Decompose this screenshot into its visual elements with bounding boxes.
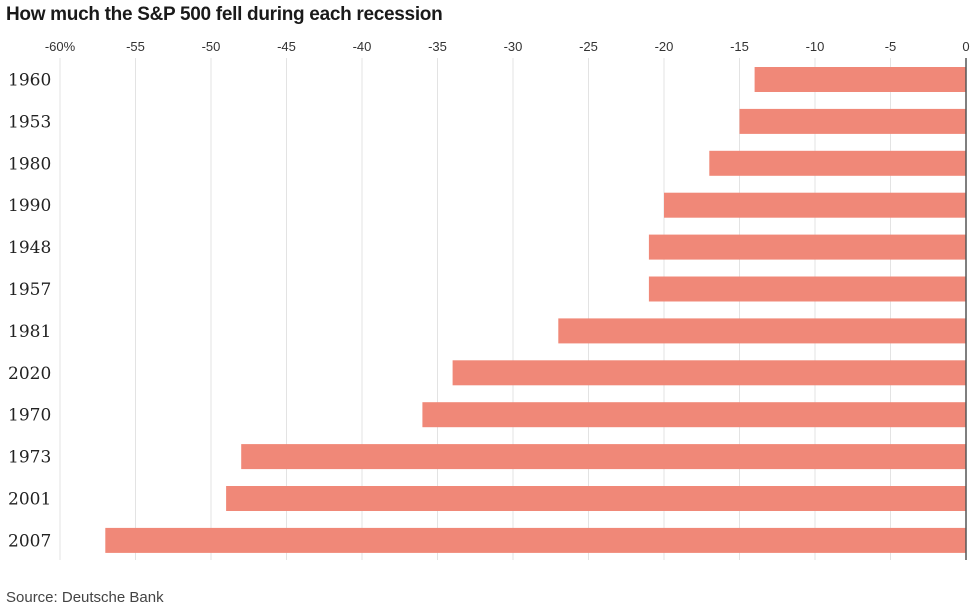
- category-labels: 1960 1953 1980 1990 1948 1957 1981 2020 1970 1973…: [8, 71, 51, 552]
- x-tick-labels: -60% -55 -50 -45 -40 -35 -30 -25 -20 -15 -10 -5 0: [45, 39, 970, 54]
- x-tick-label: -5: [885, 39, 897, 54]
- x-tick-label: -25: [579, 39, 598, 54]
- category-label: 2001: [8, 490, 51, 510]
- bar-1981: [558, 318, 966, 344]
- x-tick-label: -55: [126, 39, 145, 54]
- category-label: 1957: [8, 280, 51, 300]
- category-label: 1981: [8, 322, 51, 342]
- category-label: 1973: [8, 448, 51, 468]
- category-label: 1953: [8, 112, 51, 132]
- x-tick-label: -40: [353, 39, 372, 54]
- category-label: 1970: [8, 406, 51, 426]
- x-tick-label: -35: [428, 39, 447, 54]
- x-tick-label: -30: [504, 39, 523, 54]
- category-label: 1948: [8, 238, 51, 258]
- x-tick-label: -15: [730, 39, 749, 54]
- bar-1960: [754, 67, 966, 92]
- bar-1990: [664, 192, 966, 218]
- x-tick-label: 0: [962, 39, 969, 54]
- category-label: 1980: [8, 154, 51, 174]
- bar-1957: [648, 276, 966, 302]
- bars: [105, 67, 967, 553]
- bar-1953: [739, 108, 966, 134]
- chart-title: How much the S&P 500 fell during each re…: [6, 4, 443, 25]
- x-tick-label: -50: [202, 39, 221, 54]
- x-tick-label: -45: [277, 39, 296, 54]
- bar-1970: [422, 402, 966, 428]
- source-note: Source: Deutsche Bank: [6, 589, 164, 606]
- bar-1973: [241, 444, 966, 470]
- bar-1948: [648, 234, 966, 260]
- grid-lines: [59, 58, 891, 560]
- x-tick-label: -60%: [45, 39, 76, 54]
- bar-2001: [226, 486, 967, 511]
- bar-1980: [709, 150, 966, 176]
- category-label: 2007: [8, 531, 51, 551]
- bar-2007: [105, 527, 967, 553]
- x-tick-label: -10: [806, 39, 825, 54]
- category-label: 1990: [8, 196, 51, 216]
- category-label: 1960: [8, 71, 51, 91]
- category-label: 2020: [8, 364, 51, 384]
- x-tick-label: -20: [655, 39, 674, 54]
- bar-2020: [452, 360, 967, 386]
